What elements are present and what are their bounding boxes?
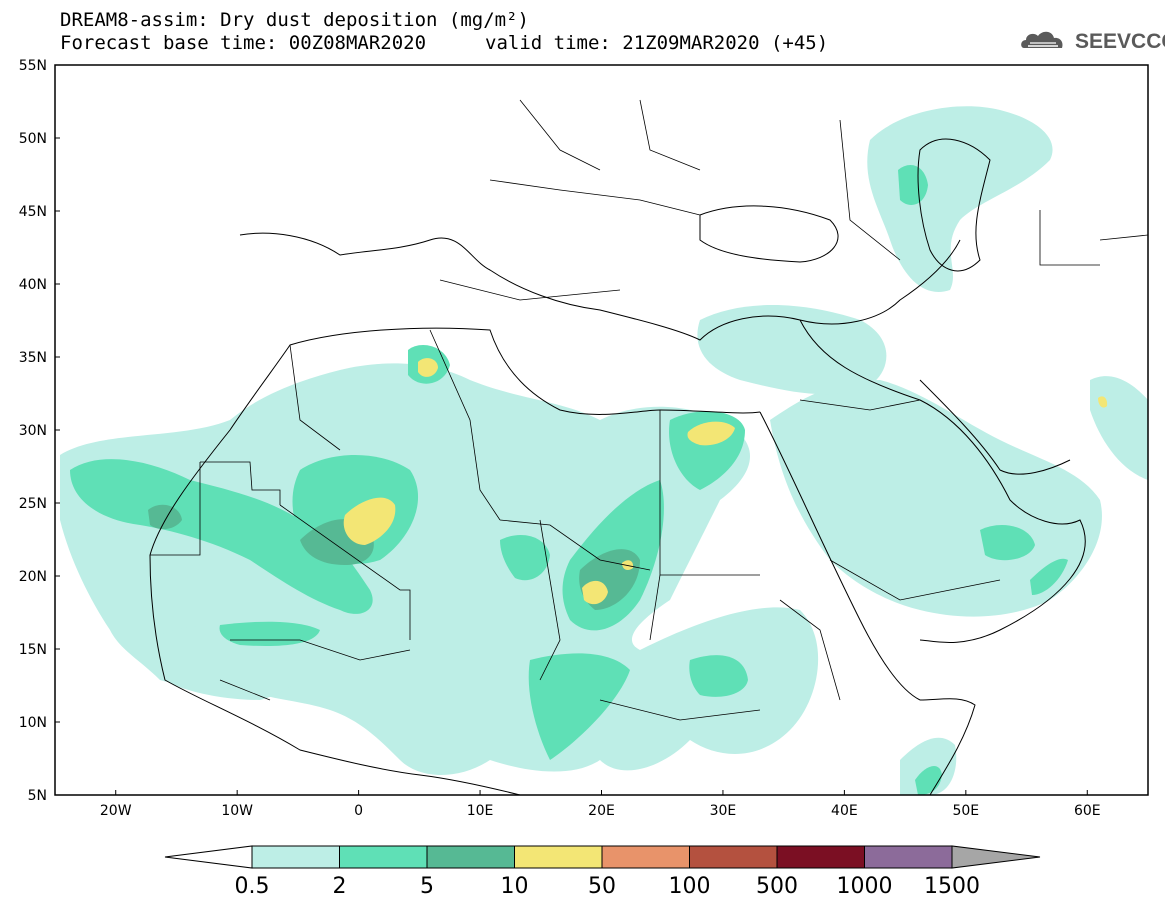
contour-mid-western-sahara [70, 459, 373, 614]
coastline-black-sea [699, 205, 839, 263]
contour-light-horn [900, 737, 957, 795]
lat-label: 40N [19, 277, 47, 293]
contour-yellow-chad [582, 580, 608, 605]
contour-mid-oman [980, 525, 1035, 561]
dust-contours [60, 106, 1148, 795]
coastline-persian-gulf [919, 379, 1071, 475]
colorbar-segment [776, 845, 865, 869]
contour-yellow-iran [1098, 396, 1108, 408]
contour-mid-somalia [915, 765, 942, 795]
lat-axis-labels: 5N 10N 15N 20N 25N 30N 35N 40N 45N 50N 55N [19, 58, 47, 804]
colorbar-segment [339, 845, 428, 869]
forecast-base-time: Forecast base time: 00Z08MAR2020 [60, 32, 427, 54]
colorbar-over-triangle [951, 845, 1041, 869]
contour-mid-caspian [898, 165, 928, 205]
colorbar-level-label: 0.5 [235, 874, 270, 899]
colorbar-level-label: 50 [588, 874, 616, 899]
lat-label: 5N [28, 788, 47, 804]
colorbar-segment [689, 845, 778, 869]
coastline-caspian [917, 138, 991, 272]
lon-label: 10W [221, 803, 253, 819]
lon-label: 40E [831, 803, 858, 819]
logo-text: SEEVCCC [1075, 30, 1165, 53]
colorbar-level-label: 5 [420, 874, 434, 899]
lat-label: 50N [19, 131, 47, 147]
lon-axis-labels: 20W 10W 0 10E 20E 30E 40E 50E 60E [100, 803, 1101, 819]
valid-time: valid time: 21Z09MAR2020 (+45) [485, 32, 829, 54]
colorbar-level-label: 100 [669, 874, 711, 899]
colorbar-level-label: 500 [756, 874, 798, 899]
lon-label: 60E [1074, 803, 1101, 819]
axis-ticks [55, 64, 1088, 796]
contour-yellow-algeria [343, 497, 396, 545]
lat-label: 20N [19, 569, 47, 585]
colorbar-level-label: 1000 [837, 874, 893, 899]
colorbar [164, 845, 1041, 869]
map-title: DREAM8-assim: Dry dust deposition (mg/m²… [60, 9, 529, 31]
coastline-red-sea [759, 411, 921, 701]
lat-label: 10N [19, 715, 47, 731]
colorbar-segment [251, 845, 340, 869]
lat-label: 45N [19, 204, 47, 220]
coastline-west-africa [149, 554, 521, 795]
lat-label: 25N [19, 496, 47, 512]
colorbar-under-triangle [164, 845, 253, 869]
lon-label: 20W [100, 803, 132, 819]
contour-mid-niger [500, 535, 550, 581]
lat-label: 55N [19, 58, 47, 74]
lon-label: 30E [710, 803, 737, 819]
contour-light-east-med [697, 305, 887, 395]
colorbar-segment [426, 845, 515, 869]
contour-mid-oman-coast [1030, 558, 1068, 595]
colorbar-segment [601, 845, 690, 869]
contour-light-caspian [867, 106, 1053, 292]
colorbar-segment [514, 845, 603, 869]
lon-label: 50E [952, 803, 979, 819]
coastline-europe [239, 232, 961, 341]
colorbar-segment [864, 845, 953, 869]
lat-label: 15N [19, 642, 47, 658]
contour-yellow-tunisia [418, 358, 438, 377]
country-borders [150, 99, 1148, 721]
coastline-horn [919, 698, 976, 795]
cloud-logo-icon [1021, 31, 1063, 48]
contour-yellow-egypt [687, 421, 735, 446]
contour-dark-west [148, 504, 182, 530]
contour-mid-chad-south [528, 653, 630, 760]
colorbar-level-label: 10 [501, 874, 529, 899]
lon-label: 20E [588, 803, 615, 819]
colorbar-level-label: 1500 [924, 874, 980, 899]
contour-mid-sudan [689, 655, 748, 697]
colorbar-labels: 0.5 2 5 10 50 100 500 1000 1500 [235, 874, 981, 899]
colorbar-level-label: 2 [333, 874, 347, 899]
lat-label: 30N [19, 423, 47, 439]
lat-label: 35N [19, 350, 47, 366]
coastline-arabia [799, 319, 1086, 643]
lon-label: 10E [467, 803, 494, 819]
lon-label: 0 [354, 803, 363, 819]
